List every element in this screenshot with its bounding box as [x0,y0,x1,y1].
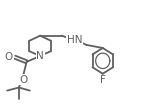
Text: O: O [5,52,13,62]
Text: O: O [20,75,28,85]
Text: HN: HN [67,35,83,45]
Text: F: F [100,75,106,85]
Text: N: N [36,51,44,61]
